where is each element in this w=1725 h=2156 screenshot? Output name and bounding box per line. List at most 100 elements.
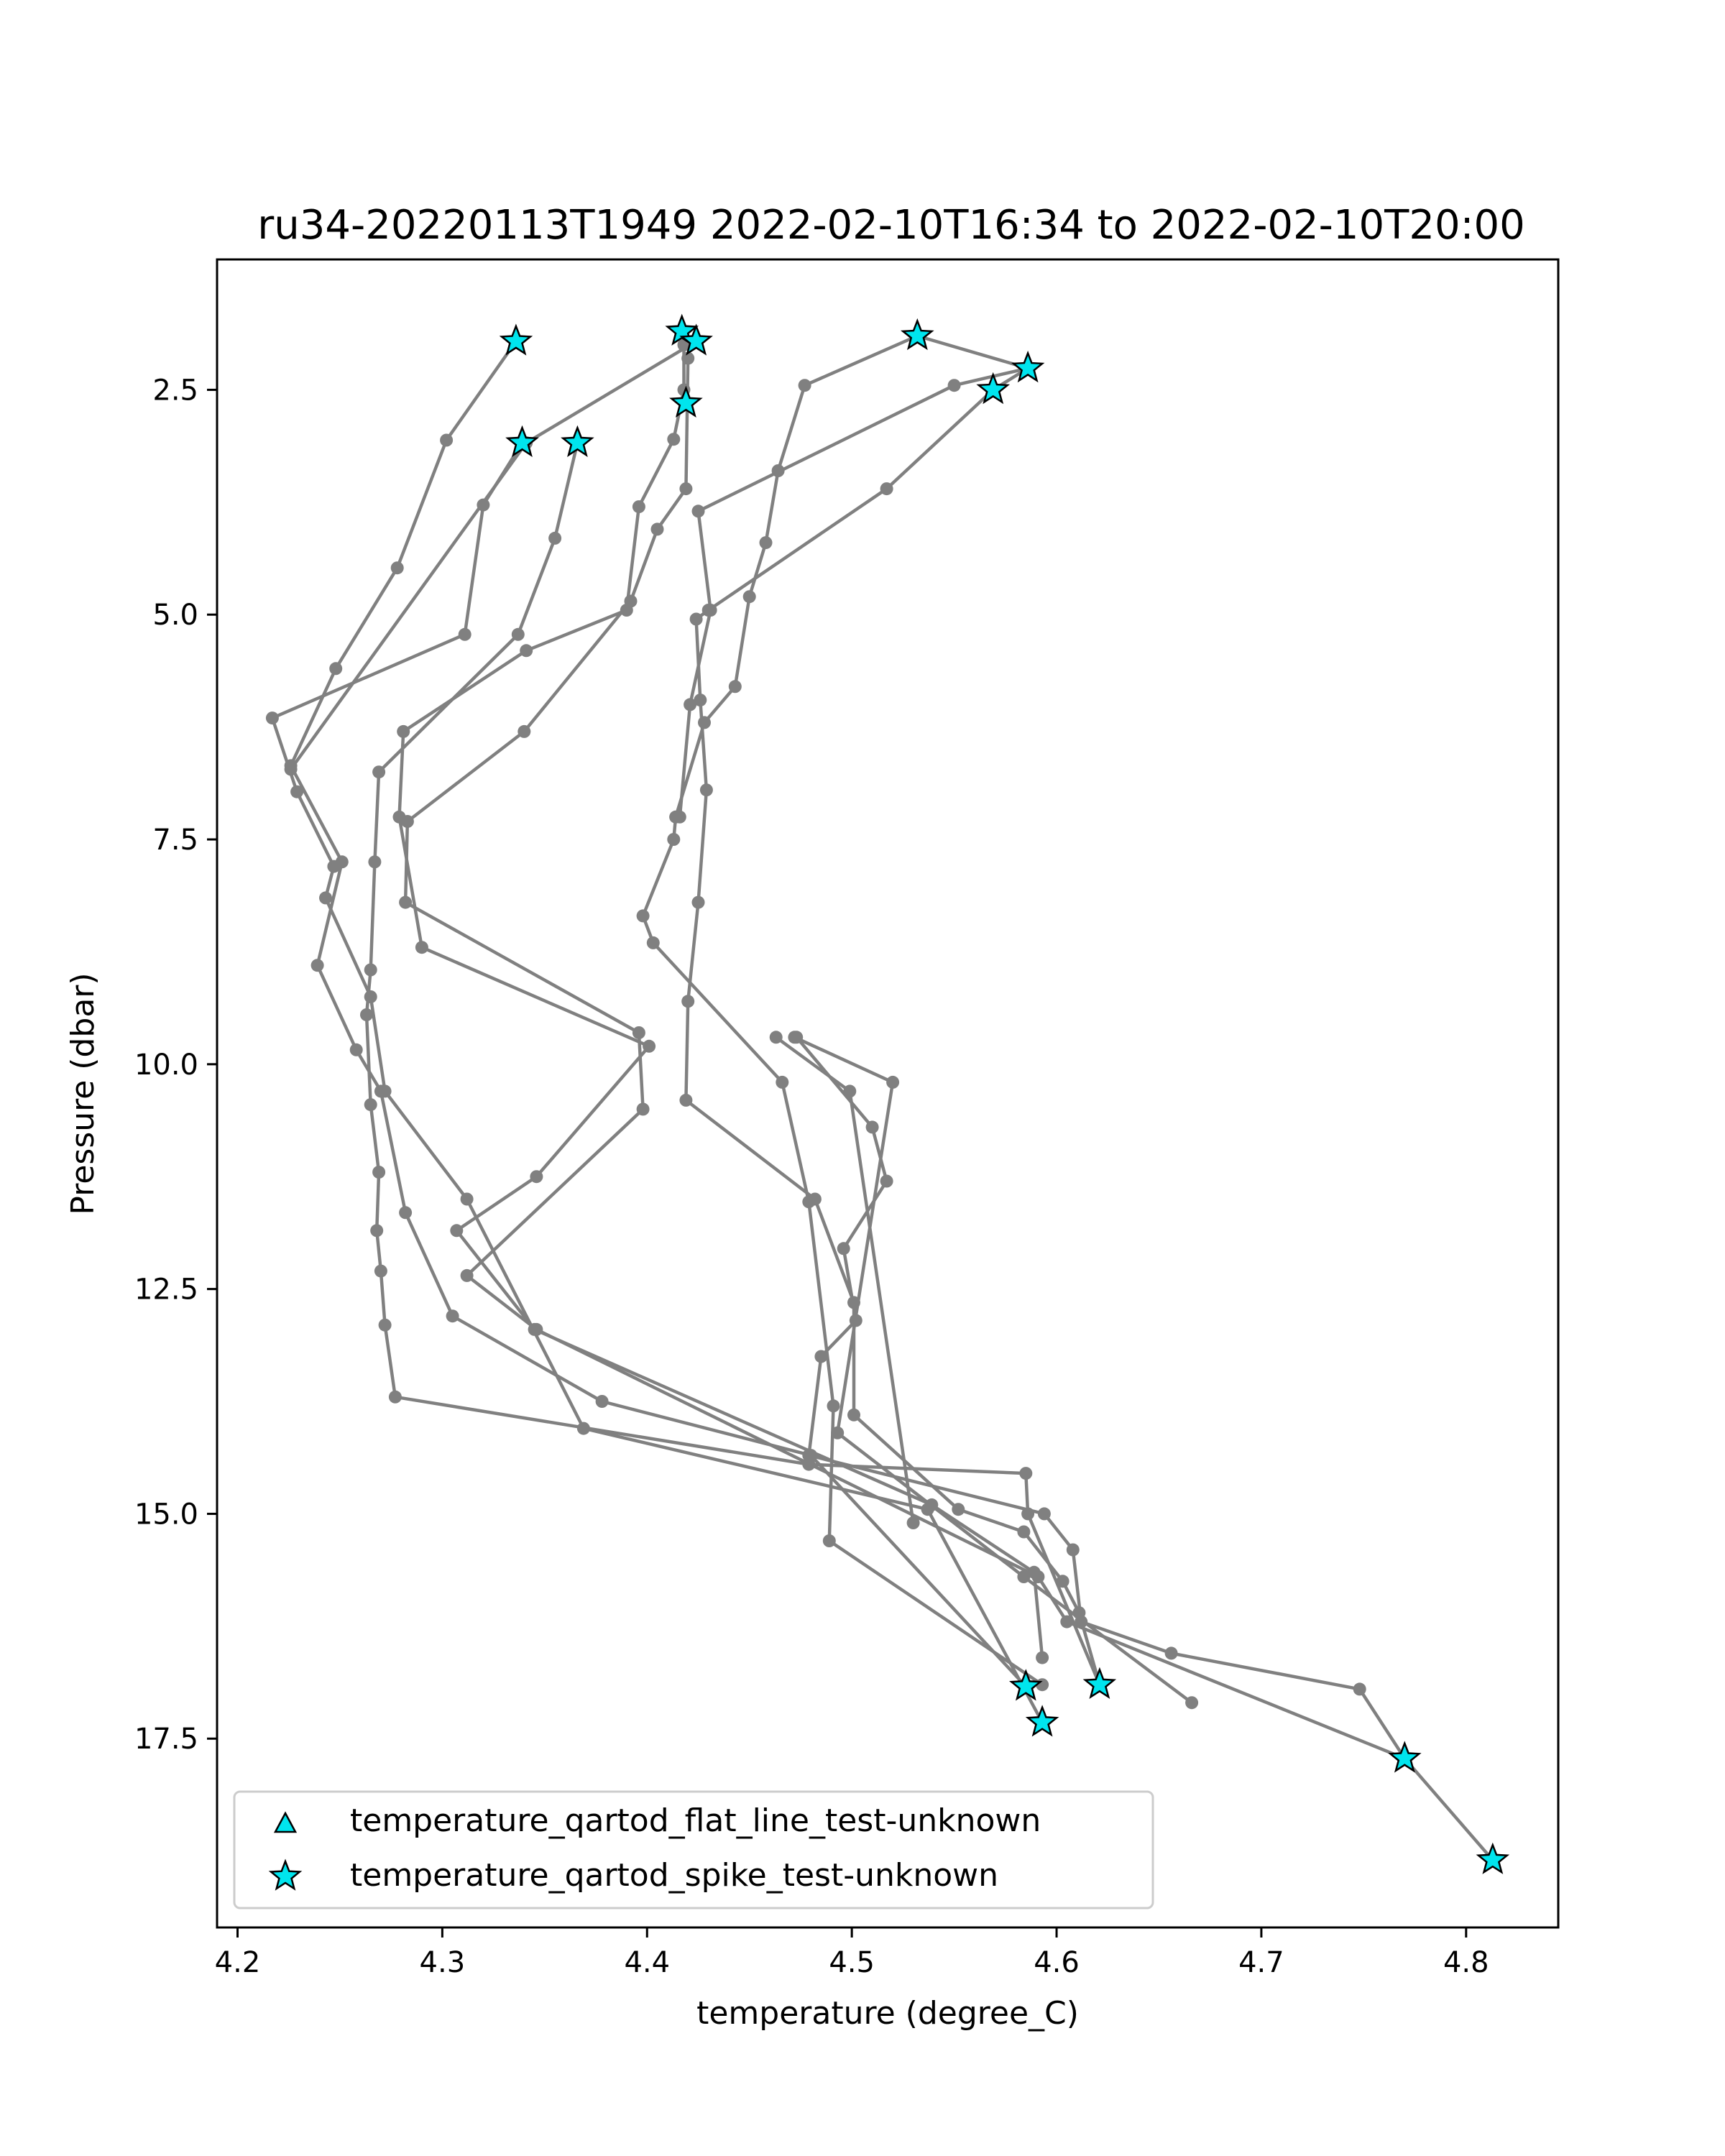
legend-label-flat-line: temperature_qartod_flat_line_test-unknow… [350, 1802, 1041, 1839]
data-point [1017, 1525, 1031, 1539]
data-point [691, 895, 705, 909]
series-line-2 [265, 436, 1049, 1729]
series-line-11 [790, 1031, 1499, 1867]
data-point [742, 590, 756, 604]
series-line-13 [769, 1031, 920, 1529]
data-point [880, 482, 893, 496]
x-tick-label: 4.2 [215, 1946, 261, 1979]
y-tick-label: 2.5 [152, 374, 198, 407]
data-point [681, 351, 695, 365]
data-point [886, 1075, 900, 1089]
data-point [689, 612, 703, 626]
data-point [906, 1516, 920, 1529]
x-tick-label: 4.3 [420, 1946, 466, 1979]
data-point [646, 936, 660, 949]
data-point [947, 379, 961, 392]
legend-box [233, 1790, 1154, 1909]
series-path [641, 334, 1044, 1687]
data-point [364, 1098, 377, 1112]
data-point [378, 1084, 392, 1098]
data-point [1060, 1615, 1074, 1628]
series-line-10 [679, 383, 1106, 1692]
data-point [399, 895, 413, 909]
data-point [698, 716, 711, 729]
data-point [1036, 1651, 1049, 1664]
data-point [673, 810, 686, 824]
spike-marker [1082, 1667, 1117, 1700]
data-point [632, 500, 645, 514]
data-point [378, 1318, 392, 1332]
data-point [400, 815, 414, 828]
data-point [1066, 1543, 1080, 1557]
data-point [624, 594, 638, 608]
series-path [289, 340, 1027, 1688]
data-point [1019, 1467, 1033, 1480]
series-line-12 [788, 1031, 1199, 1710]
series-layer [265, 325, 1499, 1867]
data-point [530, 1322, 543, 1336]
spike-marker [1011, 350, 1045, 383]
data-point [865, 1120, 879, 1134]
series-path [678, 367, 1029, 818]
data-point [548, 531, 562, 545]
y-axis-ticks: 2.5 5.0 7.5 10.0 12.5 15.0 17.5 [134, 374, 217, 1756]
spike-marker [679, 323, 713, 356]
data-point [679, 1093, 693, 1107]
data-point [650, 522, 664, 536]
series-line-5 [284, 334, 703, 776]
data-point [837, 1242, 850, 1256]
spike-marker [505, 425, 539, 458]
data-point [691, 505, 705, 518]
data-point [822, 1534, 836, 1547]
data-point [847, 1408, 860, 1422]
spike-marker [976, 372, 1010, 405]
data-point [310, 959, 324, 972]
data-point [349, 1043, 363, 1056]
data-point [364, 963, 377, 977]
y-tick-label: 10.0 [134, 1049, 198, 1082]
spike-marker [669, 385, 703, 418]
data-point [327, 860, 341, 873]
data-point [1353, 1682, 1366, 1696]
data-point [511, 627, 525, 641]
data-point [399, 1206, 413, 1220]
data-point [364, 990, 377, 1003]
x-tick-label: 4.8 [1443, 1946, 1489, 1979]
data-point [699, 783, 713, 797]
data-point [952, 1503, 965, 1516]
data-point [681, 995, 695, 1008]
spike-marker [561, 425, 594, 458]
data-point [440, 433, 454, 447]
spike-marker-layer [499, 313, 1510, 1874]
plot-frame [216, 258, 1560, 1929]
data-point [769, 1031, 783, 1044]
data-point [530, 1170, 543, 1184]
data-point [788, 1031, 801, 1044]
data-point [632, 1026, 645, 1039]
data-point [684, 698, 697, 711]
legend-label-spike: temperature_qartod_spike_test-unknown [350, 1857, 998, 1894]
data-point [667, 833, 681, 846]
data-point [1017, 1570, 1031, 1583]
spike-marker [1388, 1741, 1422, 1773]
data-point [370, 1224, 384, 1238]
data-point [390, 561, 404, 575]
y-tick-label: 15.0 [134, 1498, 198, 1531]
y-tick-label: 17.5 [134, 1723, 198, 1756]
data-point [415, 941, 428, 954]
plot-area [265, 313, 1510, 1874]
series-path [397, 331, 1044, 1658]
spike-marker [665, 313, 699, 346]
legend-star-icon [268, 1858, 303, 1891]
data-point [636, 1102, 650, 1116]
data-point [643, 1039, 656, 1053]
data-point [518, 724, 531, 738]
data-point [460, 1268, 474, 1282]
data-point [667, 433, 681, 446]
legend-triangle-icon [273, 1811, 298, 1833]
data-point [759, 536, 773, 550]
data-point [397, 724, 410, 738]
data-point [329, 662, 343, 676]
legend: temperature_qartod_flat_line_test-unknow… [233, 1790, 1154, 1909]
data-point [460, 1192, 474, 1206]
